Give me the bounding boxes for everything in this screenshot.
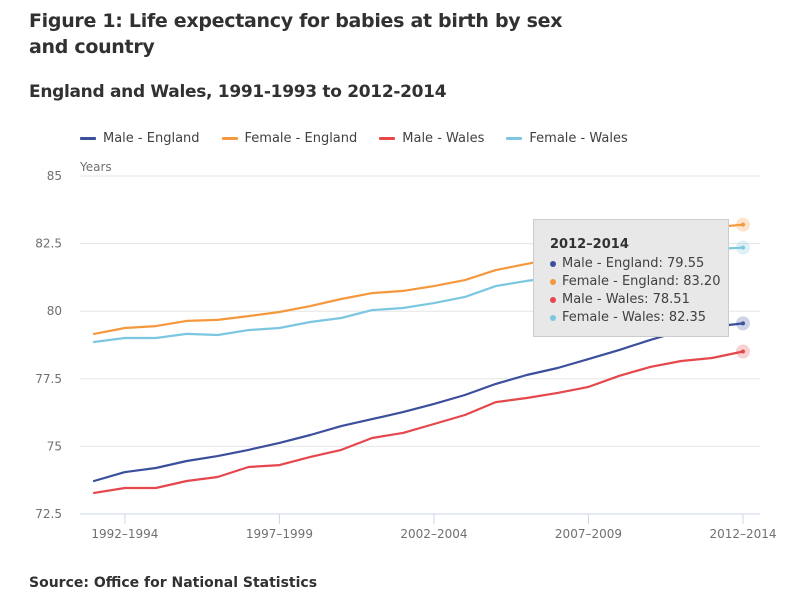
x-tick-label: 1992–1994 bbox=[91, 527, 158, 541]
y-axis-label: Years bbox=[79, 160, 112, 174]
data-point-male-wales[interactable] bbox=[741, 349, 745, 354]
chart-tooltip: 2012–2014 Male - England: 79.55 Female -… bbox=[533, 219, 729, 337]
x-tick-label: 2007–2009 bbox=[555, 527, 622, 541]
legend-label: Male - Wales bbox=[402, 131, 485, 146]
legend-label: Female - England bbox=[244, 131, 358, 146]
y-tick-label: 80 bbox=[47, 304, 62, 318]
gridlines bbox=[80, 175, 760, 515]
legend-item-male-wales[interactable]: Male - Wales bbox=[379, 131, 484, 146]
chart-legend: Male - England Female - England Male - W… bbox=[80, 131, 650, 146]
y-tick-label: 77.5 bbox=[35, 372, 62, 386]
y-tick-label: 85 bbox=[47, 169, 62, 183]
legend-item-female-wales[interactable]: Female - Wales bbox=[506, 131, 628, 146]
x-tick-label: 2002–2004 bbox=[400, 527, 467, 541]
legend-label: Female - Wales bbox=[529, 131, 628, 146]
tooltip-row-female-wales: Female - Wales: 82.35 bbox=[550, 309, 728, 327]
figure-subtitle: England and Wales, 1991-1993 to 2012-201… bbox=[29, 82, 447, 102]
data-point-female-wales[interactable] bbox=[741, 245, 745, 250]
data-point-male-england[interactable] bbox=[741, 321, 745, 326]
tooltip-row-label: Male - Wales: 78.51 bbox=[562, 292, 690, 307]
tooltip-row-female-england: Female - England: 83.20 bbox=[550, 273, 728, 291]
tooltip-dot-icon bbox=[550, 261, 556, 267]
tooltip-dot-icon bbox=[550, 279, 556, 285]
x-tick-label: 2012–2014 bbox=[709, 527, 776, 541]
x-tick-label: 1997–1999 bbox=[246, 527, 313, 541]
tooltip-row-label: Female - Wales: 82.35 bbox=[562, 310, 707, 325]
hover-markers bbox=[736, 217, 750, 359]
tooltip-row-male-wales: Male - Wales: 78.51 bbox=[550, 291, 728, 309]
legend-label: Male - England bbox=[103, 131, 200, 146]
legend-swatch-female-wales bbox=[506, 137, 523, 140]
series-line-male-wales[interactable] bbox=[92, 350, 745, 494]
figure-title: Figure 1: Life expectancy for babies at … bbox=[29, 10, 563, 58]
y-tick-label: 72.5 bbox=[35, 507, 62, 521]
series-line-male-england[interactable] bbox=[92, 322, 745, 483]
tooltip-dot-icon bbox=[550, 315, 556, 321]
tooltip-row-label: Female - England: 83.20 bbox=[562, 274, 721, 289]
y-tick-label: 75 bbox=[47, 439, 62, 453]
figure-source: Source: Office for National Statistics bbox=[29, 575, 318, 591]
legend-swatch-male-england bbox=[80, 137, 96, 140]
legend-item-male-england[interactable]: Male - England bbox=[80, 131, 200, 146]
legend-swatch-female-england bbox=[221, 137, 238, 140]
y-tick-label: 82.5 bbox=[35, 237, 62, 251]
legend-item-female-england[interactable]: Female - England bbox=[221, 131, 358, 146]
legend-swatch-male-wales bbox=[379, 137, 396, 140]
tooltip-dot-icon bbox=[550, 297, 556, 303]
tooltip-row-male-england: Male - England: 79.55 bbox=[550, 255, 728, 273]
data-point-female-england[interactable] bbox=[741, 222, 745, 227]
tooltip-row-label: Male - England: 79.55 bbox=[562, 256, 705, 271]
tooltip-title: 2012–2014 bbox=[550, 237, 629, 252]
axes: 72.5 75 77.5 80 82.5 85 Years 1992–1994 1997–199… bbox=[35, 160, 776, 541]
